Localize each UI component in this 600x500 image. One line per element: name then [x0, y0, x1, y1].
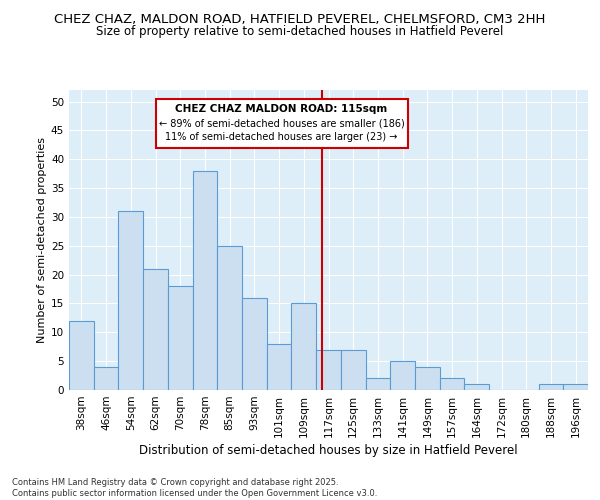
Bar [440, 378, 464, 390]
Y-axis label: Number of semi-detached properties: Number of semi-detached properties [37, 137, 47, 343]
Bar [415, 367, 440, 390]
Text: Size of property relative to semi-detached houses in Hatfield Peverel: Size of property relative to semi-detach… [97, 25, 503, 38]
Bar [143, 269, 168, 390]
Bar [69, 321, 94, 390]
Text: CHEZ CHAZ MALDON ROAD: 115sqm: CHEZ CHAZ MALDON ROAD: 115sqm [175, 104, 388, 115]
Bar [168, 286, 193, 390]
FancyBboxPatch shape [155, 98, 407, 148]
Bar [316, 350, 341, 390]
Text: Contains HM Land Registry data © Crown copyright and database right 2025.
Contai: Contains HM Land Registry data © Crown c… [12, 478, 377, 498]
Bar [242, 298, 267, 390]
Bar [292, 304, 316, 390]
Bar [563, 384, 588, 390]
X-axis label: Distribution of semi-detached houses by size in Hatfield Peverel: Distribution of semi-detached houses by … [139, 444, 518, 457]
Text: 11% of semi-detached houses are larger (23) →: 11% of semi-detached houses are larger (… [166, 132, 398, 142]
Bar [539, 384, 563, 390]
Text: CHEZ CHAZ, MALDON ROAD, HATFIELD PEVEREL, CHELMSFORD, CM3 2HH: CHEZ CHAZ, MALDON ROAD, HATFIELD PEVEREL… [55, 12, 545, 26]
Bar [341, 350, 365, 390]
Bar [193, 171, 217, 390]
Bar [464, 384, 489, 390]
Bar [365, 378, 390, 390]
Bar [217, 246, 242, 390]
Bar [267, 344, 292, 390]
Bar [390, 361, 415, 390]
Bar [118, 211, 143, 390]
Text: ← 89% of semi-detached houses are smaller (186): ← 89% of semi-detached houses are smalle… [158, 119, 404, 129]
Bar [94, 367, 118, 390]
